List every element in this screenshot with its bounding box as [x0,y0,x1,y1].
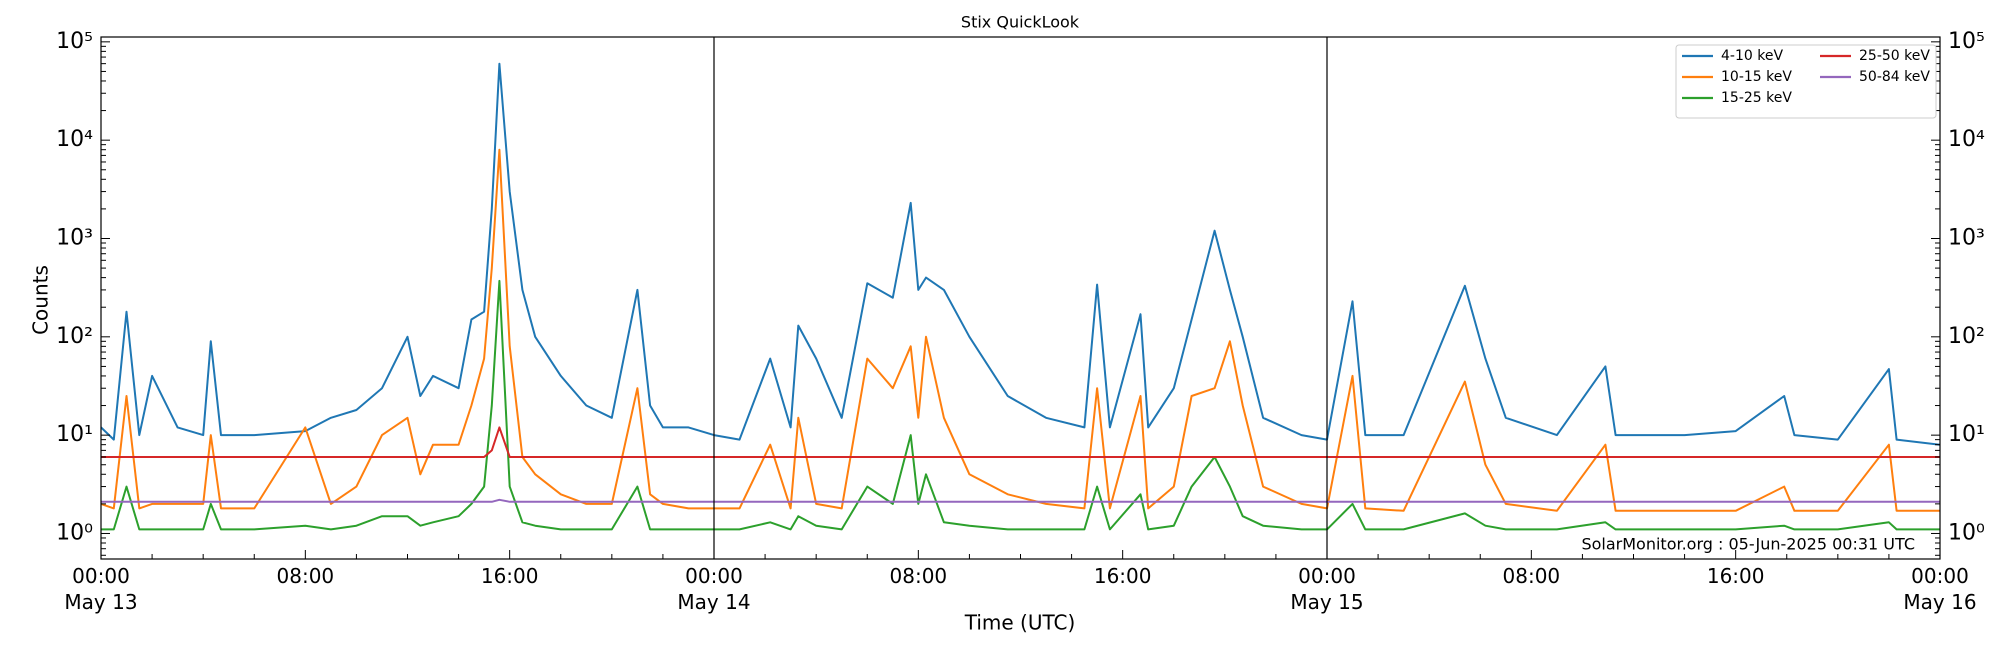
legend-label: 50-84 keV [1859,69,1930,85]
x-tick-label: 16:00 [1707,564,1765,588]
x-tick-label: 16:00 [1094,564,1152,588]
y-tick-label-right: 10¹ [1948,422,1985,447]
legend-label: 25-50 keV [1859,48,1930,64]
legend-label: 10-15 keV [1721,69,1792,85]
x-tick-label: 08:00 [890,564,948,588]
series-line [101,148,1940,512]
x-tick-label: 00:00 May 16 [1903,564,1976,614]
y-tick-label: 10² [56,324,93,349]
series-line [101,279,1940,531]
plot-frame [100,36,1941,560]
y-tick-label-right: 10⁵ [1948,29,1985,54]
chart-title: Stix QuickLook [961,13,1080,32]
y-tick-label-right: 10³ [1948,225,1985,250]
legend-box [1675,44,1937,119]
series-line [101,62,1940,446]
y-tick-label: 10¹ [56,422,93,447]
y-tick-label: 10⁰ [56,520,93,545]
series-line [101,498,1940,503]
y-tick-label: 10⁵ [56,29,93,54]
y-tick-label: 10³ [56,225,93,250]
x-tick-label: 00:00 May 14 [677,564,750,614]
x-tick-label: 00:00 May 13 [64,564,137,614]
y-tick-label-right: 10² [1948,324,1985,349]
legend-label: 4-10 keV [1721,48,1783,64]
x-axis-label: Time (UTC) [964,611,1076,635]
annotation: SolarMonitor.org : 05-Jun-2025 00:31 UTC [1581,535,1915,554]
series-line [101,426,1940,458]
y-axis-label: Counts [29,265,53,335]
y-tick-label: 10⁴ [56,127,93,152]
y-tick-label-right: 10⁰ [1948,520,1985,545]
legend-label: 15-25 keV [1721,90,1792,106]
x-tick-label: 08:00 [1503,564,1561,588]
y-tick-label-right: 10⁴ [1948,127,1985,152]
x-tick-label: 00:00 May 15 [1290,564,1363,614]
x-tick-label: 16:00 [481,564,539,588]
x-tick-label: 08:00 [277,564,335,588]
